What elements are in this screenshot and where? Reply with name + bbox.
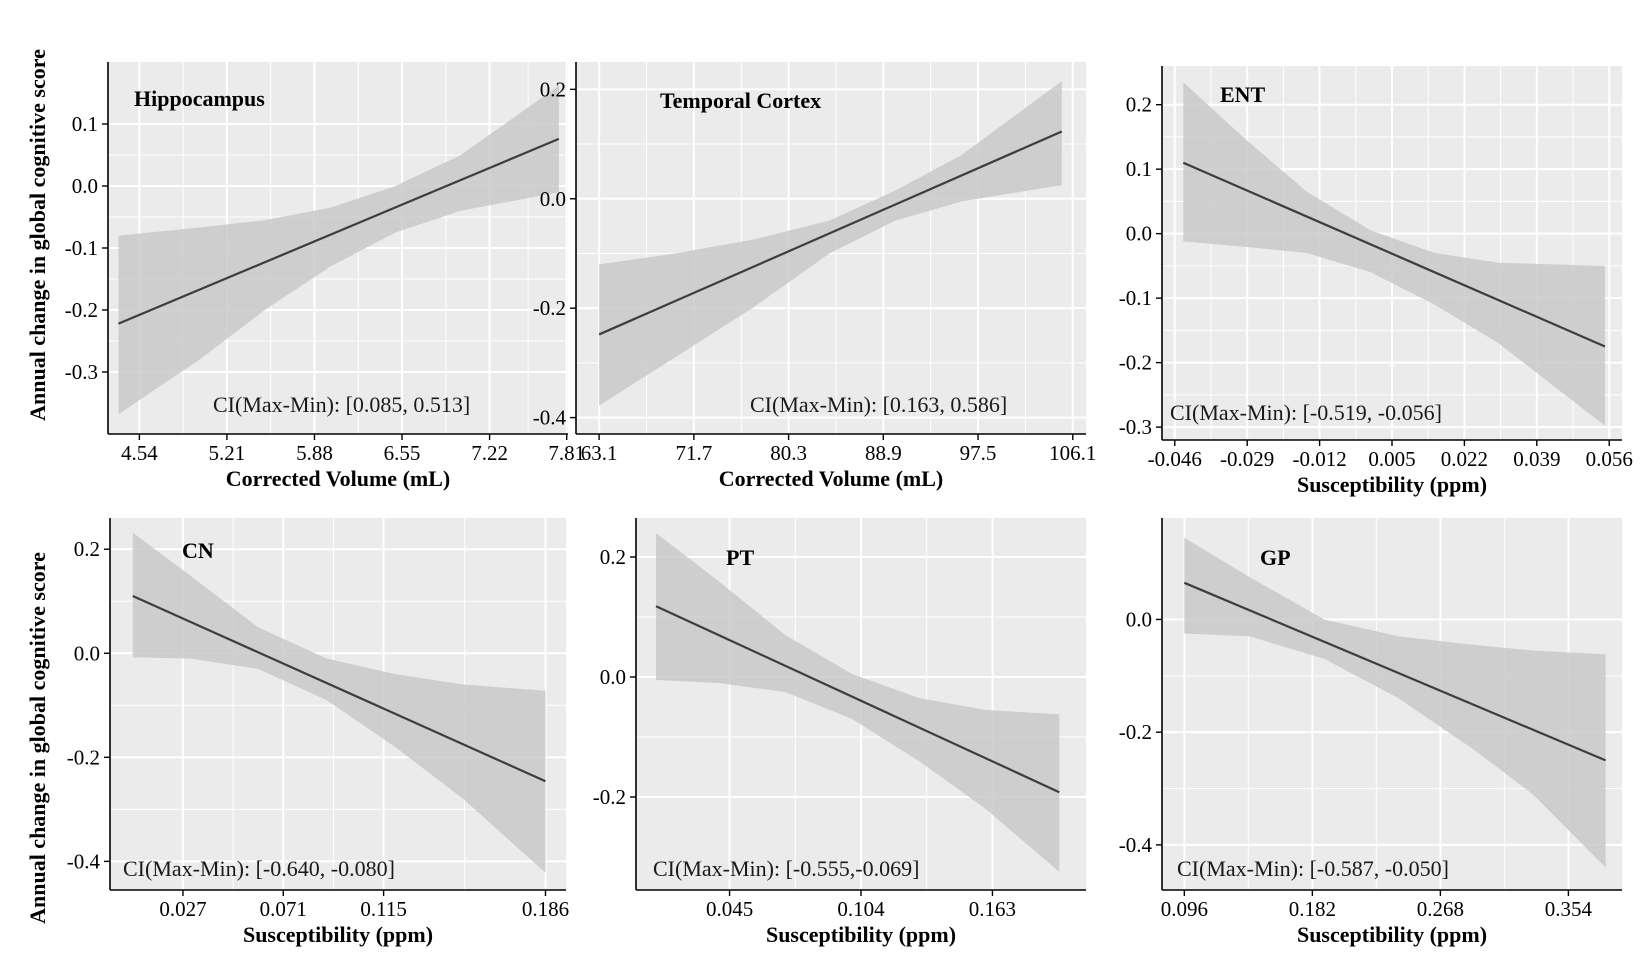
panel-title: Hippocampus — [134, 86, 265, 111]
y-tick-label: -0.4 — [1119, 833, 1153, 857]
regression-line — [598, 130, 1063, 336]
confidence-band — [599, 81, 1062, 406]
x-tick-label: 0.268 — [1417, 897, 1464, 921]
y-tick-label: -0.2 — [593, 785, 626, 809]
chart-panel-6: 0.096 0.182 0.268 0.354 0.0 -0.2 -0.4 Susceptib… — [1119, 518, 1622, 947]
confidence-band — [132, 532, 546, 873]
x-tick-label: 97.5 — [960, 441, 997, 465]
x-tick-label: 0.182 — [1289, 897, 1336, 921]
regression-line — [1182, 161, 1606, 348]
chart-panel-2: 63.1 71.7 80.3 88.9 97.5 106.1 0.2 0.0 -0.2 -0.4 C… — [533, 62, 1096, 491]
chart-panel-1: 4.54 5.21 5.88 6.55 7.22 7.81 0.1 0.0 -0.1 -0.2 -0… — [65, 62, 585, 491]
y-axis-label-bottom: Annual change in global cognitive score — [25, 552, 50, 924]
regression-line — [132, 595, 546, 783]
x-tick-label: 80.3 — [770, 441, 807, 465]
x-tick-label: 5.21 — [209, 441, 246, 465]
y-tick-label: -0.1 — [1119, 286, 1152, 310]
ci-annotation: CI(Max-Min): [-0.587, -0.050] — [1177, 856, 1449, 881]
x-tick-label: 5.88 — [296, 441, 333, 465]
ci-annotation: CI(Max-Min): [0.163, 0.586] — [750, 392, 1007, 417]
confidence-band — [1184, 537, 1606, 868]
y-tick-label: -0.4 — [67, 849, 101, 873]
regression-line — [1183, 581, 1607, 762]
x-tick-label: 0.022 — [1441, 447, 1488, 471]
y-tick-label: 0.2 — [540, 77, 566, 101]
y-tick-label: 0.0 — [1126, 607, 1152, 631]
x-tick-label: 0.115 — [360, 897, 406, 921]
chart-panel-4: 0.027 0.071 0.115 0.186 0.2 0.0 -0.2 -0.4 Suscep… — [67, 518, 569, 947]
y-tick-label: -0.2 — [67, 745, 100, 769]
chart-panel-3: -0.046 -0.029 -0.012 0.005 0.022 0.039 0.056 0.… — [1119, 66, 1633, 497]
x-tick-label: 7.22 — [471, 441, 508, 465]
x-axis-title: Susceptibility (ppm) — [766, 922, 956, 947]
y-tick-label: 0.2 — [74, 537, 100, 561]
x-tick-label: 0.039 — [1513, 447, 1560, 471]
y-tick-label: -0.3 — [65, 360, 98, 384]
y-tick-label: 0.0 — [600, 665, 626, 689]
x-tick-label: 0.045 — [706, 897, 753, 921]
y-tick-label: 0.2 — [1126, 93, 1152, 117]
x-tick-label: 0.056 — [1586, 447, 1633, 471]
y-tick-label: -0.2 — [1119, 720, 1152, 744]
y-tick-label: 0.1 — [1126, 157, 1152, 181]
x-tick-label: 88.9 — [865, 441, 902, 465]
regression-line — [118, 137, 560, 325]
x-tick-label: 4.54 — [121, 441, 158, 465]
y-tick-label: 0.0 — [1126, 222, 1152, 246]
x-tick-label: 106.1 — [1049, 441, 1096, 465]
y-tick-label: 0.0 — [72, 174, 98, 198]
x-tick-label: 0.354 — [1545, 897, 1593, 921]
x-tick-label: 0.027 — [159, 897, 206, 921]
panel-title: ENT — [1220, 82, 1266, 107]
x-tick-label: 0.186 — [522, 897, 569, 921]
panel-title: GP — [1260, 545, 1291, 570]
ci-annotation: CI(Max-Min): [0.085, 0.513] — [213, 392, 470, 417]
y-tick-label: -0.2 — [533, 296, 566, 320]
x-tick-label: 0.071 — [260, 897, 307, 921]
x-tick-label: 7.81 — [548, 441, 585, 465]
x-tick-label: 63.1 — [581, 441, 618, 465]
ci-annotation: CI(Max-Min): [-0.519, -0.056] — [1170, 400, 1442, 425]
x-axis-title: Corrected Volume (mL) — [719, 466, 943, 491]
panel-title: PT — [726, 545, 754, 570]
panel-title: Temporal Cortex — [660, 88, 821, 113]
x-tick-label: 0.163 — [969, 897, 1016, 921]
y-tick-label: 0.0 — [540, 187, 566, 211]
ci-annotation: CI(Max-Min): [-0.640, -0.080] — [123, 856, 395, 881]
y-tick-label: -0.4 — [533, 406, 567, 430]
y-tick-label: -0.2 — [1119, 351, 1152, 375]
y-tick-label: 0.1 — [72, 112, 98, 136]
ci-annotation: CI(Max-Min): [-0.555,-0.069] — [653, 856, 919, 881]
x-axis-title: Susceptibility (ppm) — [1297, 472, 1487, 497]
confidence-band — [656, 533, 1060, 872]
confidence-band — [118, 85, 559, 415]
y-tick-label: -0.1 — [65, 236, 98, 260]
y-tick-label: 0.2 — [600, 545, 626, 569]
x-tick-label: -0.012 — [1292, 447, 1346, 471]
x-tick-label: 0.104 — [837, 897, 885, 921]
regression-line — [655, 605, 1060, 794]
x-axis-title: Susceptibility (ppm) — [1297, 922, 1487, 947]
x-axis-title: Susceptibility (ppm) — [243, 922, 433, 947]
y-tick-label: -0.3 — [1119, 415, 1152, 439]
x-axis-title: Corrected Volume (mL) — [226, 466, 450, 491]
y-tick-label: 0.0 — [74, 641, 100, 665]
x-tick-label: 0.096 — [1161, 897, 1208, 921]
x-tick-label: 6.55 — [384, 441, 421, 465]
x-tick-label: 0.005 — [1368, 447, 1415, 471]
x-tick-label: -0.046 — [1148, 447, 1202, 471]
chart-panel-5: 0.045 0.104 0.163 0.2 0.0 -0.2 Susceptibility … — [593, 518, 1086, 947]
y-axis-label-top: Annual change in global cognitive score — [25, 49, 50, 421]
x-tick-label: 71.7 — [675, 441, 712, 465]
x-tick-label: -0.029 — [1220, 447, 1274, 471]
y-tick-label: -0.2 — [65, 298, 98, 322]
panel-title: CN — [182, 538, 214, 563]
